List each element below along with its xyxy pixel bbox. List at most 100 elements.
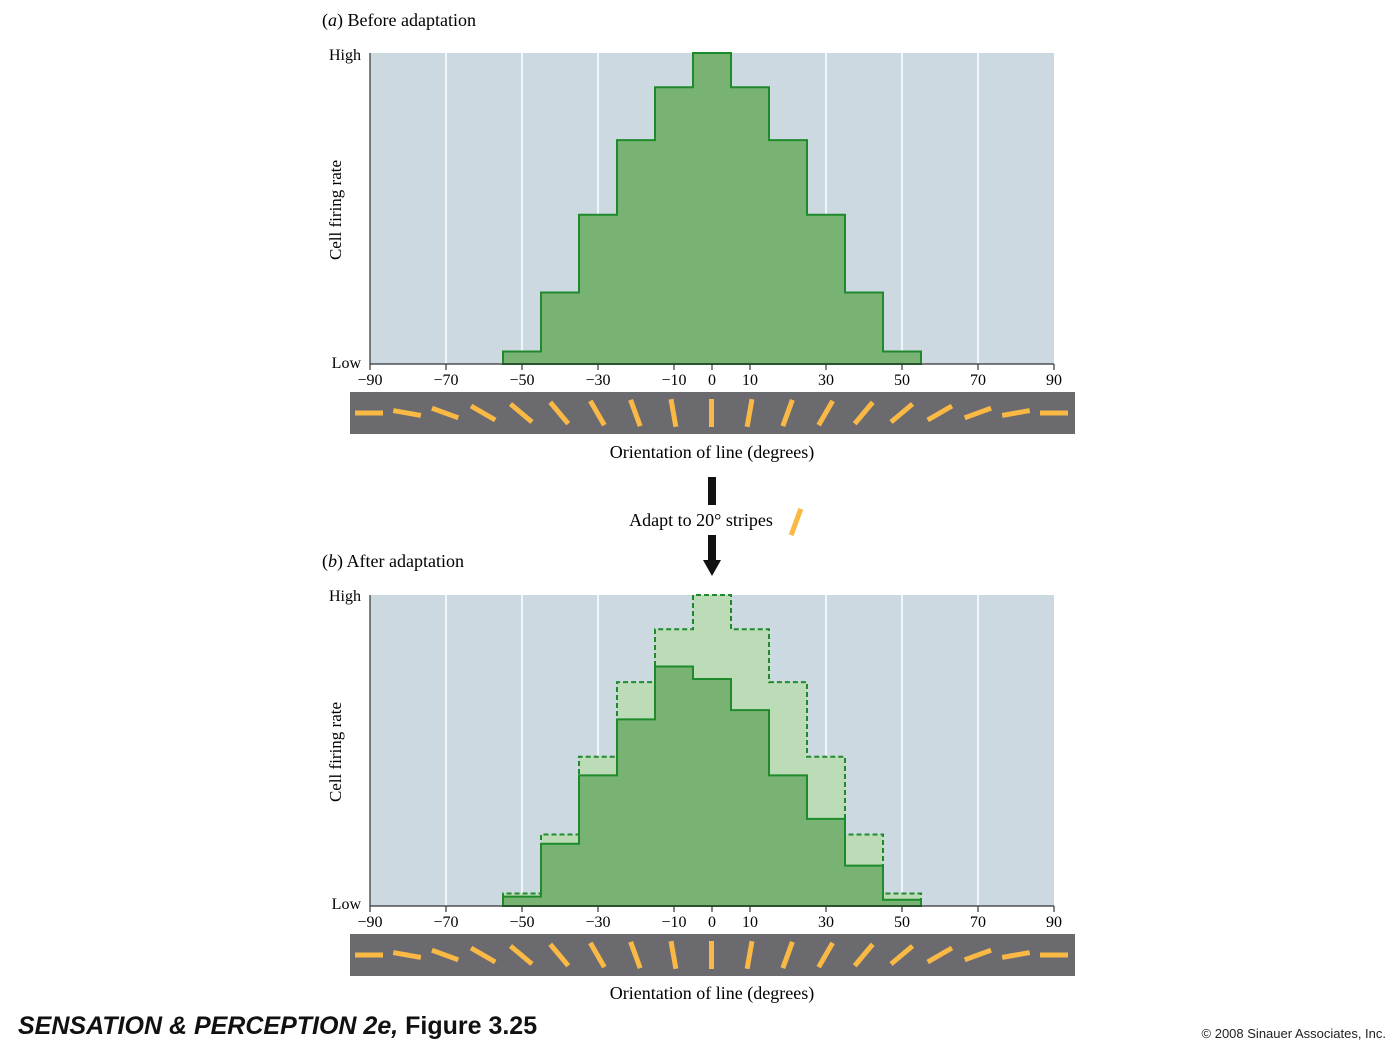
panel-b-heading: (b) After adaptation — [322, 551, 464, 572]
bar — [503, 351, 541, 364]
book-title: SENSATION & PERCEPTION 2e, — [18, 1012, 399, 1040]
panel-b-orientation-lines — [355, 940, 1068, 970]
panel-a-heading: (a) Before adaptation — [322, 10, 476, 31]
x-tick-label: −50 — [509, 372, 534, 389]
panel-a-gridlines — [445, 53, 979, 364]
arrow-lower-shaft — [708, 535, 716, 562]
orientation-line — [469, 945, 497, 965]
bar-after-adaptation — [579, 775, 617, 906]
orientation-line — [889, 402, 915, 424]
x-tick-label: −90 — [357, 914, 382, 931]
panel-a-x-ticks: −90 −70 −50 −30 −10 0 10 30 50 70 90 — [357, 364, 1062, 389]
orientation-line — [588, 399, 607, 427]
panel-a-orientation-lines — [355, 398, 1068, 428]
panel-a-y-axis-label: Cell firing rate — [326, 160, 345, 260]
orientation-line — [744, 940, 755, 970]
arrow-down-icon — [703, 560, 721, 576]
orientation-line — [469, 403, 497, 423]
orientation-line — [926, 945, 954, 965]
x-tick-label: 30 — [818, 914, 834, 931]
bar-after-adaptation — [883, 899, 921, 906]
bar — [883, 351, 921, 364]
orientation-line — [431, 405, 460, 421]
bar — [845, 292, 883, 364]
orientation-line — [889, 944, 915, 966]
orientation-line — [780, 940, 795, 970]
orientation-line — [392, 408, 422, 418]
panel-b: (b) After adaptation −90 −70 −50 −30 −10 0 10 3… — [322, 551, 1075, 1004]
bar-after-adaptation — [617, 719, 655, 906]
x-tick-label: −90 — [357, 372, 382, 389]
orientation-line — [963, 947, 992, 963]
orientation-line — [548, 942, 571, 968]
orientation-line — [816, 399, 835, 427]
orientation-line — [963, 405, 992, 421]
orientation-line — [588, 941, 607, 969]
bar-after-adaptation — [693, 678, 731, 906]
panel-b-y-tick-high: High — [329, 588, 361, 605]
bar-after-adaptation — [807, 818, 845, 906]
orientation-line — [508, 944, 534, 966]
bar — [693, 53, 731, 364]
panel-b-bars — [502, 594, 922, 907]
panel-b-y-tick-low: Low — [332, 896, 362, 913]
figure-number: Figure 3.25 — [405, 1012, 538, 1040]
bar — [579, 214, 617, 364]
panel-a: (a) Before adaptation −90 −70 −50 −30 −10 0 10… — [322, 10, 1075, 463]
bar — [807, 214, 845, 364]
x-tick-label: 90 — [1046, 914, 1062, 931]
adaptation-stripe — [788, 507, 804, 537]
orientation-line — [668, 398, 679, 428]
bar — [617, 140, 655, 364]
orientation-line — [628, 940, 643, 970]
x-tick-label: −70 — [433, 914, 458, 931]
x-tick-label: −50 — [509, 914, 534, 931]
orientation-line — [744, 398, 755, 428]
bar — [541, 292, 579, 364]
orientation-line — [852, 400, 875, 426]
x-tick-label: 0 — [708, 372, 716, 389]
bar-outline — [502, 52, 922, 365]
x-tick-label: −30 — [585, 372, 610, 389]
orientation-line — [1001, 950, 1031, 960]
x-tick-label: −10 — [661, 372, 686, 389]
orientation-line — [431, 947, 460, 963]
bar-after-adaptation — [541, 843, 579, 906]
panel-a-y-tick-high: High — [329, 47, 361, 64]
orientation-line — [1001, 408, 1031, 418]
after-adaptation-outline — [502, 665, 922, 907]
x-tick-label: −70 — [433, 372, 458, 389]
x-tick-label: 70 — [970, 372, 986, 389]
adaptation-arrow: Adapt to 20° stripes — [629, 477, 804, 576]
bar-after-adaptation — [769, 775, 807, 906]
x-tick-label: 0 — [708, 914, 716, 931]
x-tick-label: 90 — [1046, 372, 1062, 389]
footer-copyright: © 2008 Sinauer Associates, Inc. — [1201, 1026, 1386, 1041]
footer-book-title: SENSATION & PERCEPTION 2e, Figure 3.25 — [18, 1012, 537, 1041]
panel-b-x-axis-label: Orientation of line (degrees) — [610, 983, 814, 1004]
orientation-line — [548, 400, 571, 426]
bar-after-adaptation — [731, 710, 769, 906]
orientation-line — [852, 942, 875, 968]
panel-a-y-tick-low: Low — [332, 355, 362, 372]
x-tick-label: 30 — [818, 372, 834, 389]
bar-after-adaptation — [845, 865, 883, 906]
orientation-line — [926, 403, 954, 423]
x-tick-label: 10 — [742, 372, 758, 389]
panel-b-x-ticks: −90 −70 −50 −30 −10 0 10 30 50 70 90 — [357, 906, 1062, 931]
orientation-line — [668, 940, 679, 970]
bar — [731, 87, 769, 365]
adaptation-stripe-icon — [788, 507, 804, 537]
bar — [655, 87, 693, 365]
bar-after-adaptation — [655, 666, 693, 906]
panel-a-bars — [502, 52, 922, 365]
orientation-line — [816, 941, 835, 969]
arrow-upper-shaft — [708, 477, 716, 505]
panel-a-x-axis-label: Orientation of line (degrees) — [610, 442, 814, 463]
x-tick-label: −10 — [661, 914, 686, 931]
x-tick-label: 10 — [742, 914, 758, 931]
x-tick-label: 50 — [894, 914, 910, 931]
x-tick-label: 70 — [970, 914, 986, 931]
panel-b-y-axis-label: Cell firing rate — [326, 702, 345, 802]
bar — [769, 140, 807, 364]
